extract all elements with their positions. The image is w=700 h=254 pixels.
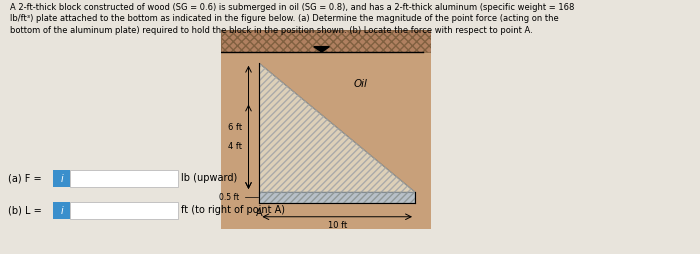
Text: i: i [60, 174, 63, 184]
Bar [53, 170, 70, 187]
Text: Aluminum: Aluminum [360, 193, 403, 202]
Text: 10 ft: 10 ft [328, 221, 346, 230]
Bar [70, 170, 178, 187]
Text: ft (to right of point A): ft (to right of point A) [181, 205, 286, 215]
Text: (a) F =: (a) F = [8, 173, 41, 183]
Text: Oil: Oil [354, 79, 368, 89]
Text: 0.5 ft: 0.5 ft [219, 193, 239, 202]
Text: 6 ft: 6 ft [228, 123, 242, 132]
Bar [220, 30, 430, 52]
Polygon shape [260, 63, 415, 192]
Polygon shape [314, 47, 330, 52]
Text: A: A [256, 208, 262, 218]
Polygon shape [260, 192, 415, 203]
Text: i: i [60, 206, 63, 216]
Bar [220, 30, 430, 52]
Text: 4 ft: 4 ft [228, 142, 242, 151]
Bar [53, 202, 70, 219]
Bar [70, 202, 178, 219]
Text: (b) L =: (b) L = [8, 205, 41, 215]
Text: A 2-ft-thick block constructed of wood (SG = 0.6) is submerged in oil (SG = 0.8): A 2-ft-thick block constructed of wood (… [10, 3, 575, 35]
Text: lb (upward): lb (upward) [181, 173, 238, 183]
